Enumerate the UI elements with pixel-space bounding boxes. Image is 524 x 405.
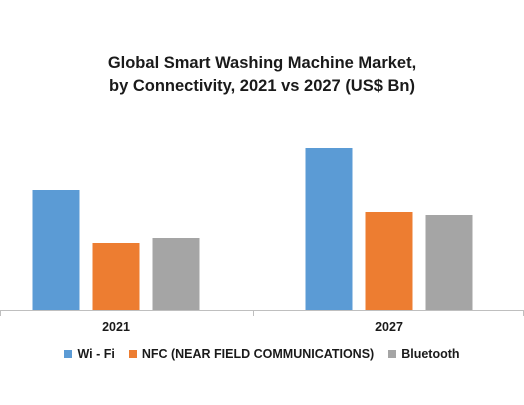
chart-title-line-1: Global Smart Washing Machine Market, <box>107 54 417 72</box>
legend-item-1: NFC (NEAR FIELD COMMUNICATIONS) <box>128 347 375 361</box>
bar-2021-series-0 <box>32 190 80 310</box>
bar-2021-series-2 <box>152 238 200 310</box>
bar-2027-series-2 <box>425 215 473 310</box>
bar-2021-series-1 <box>92 243 140 310</box>
bar-2027-series-0 <box>305 148 353 310</box>
x-tick-label-2021: 2021 <box>102 320 130 334</box>
chart-title: Global Smart Washing Machine Market, by … <box>0 52 524 98</box>
legend-label-1: NFC (NEAR FIELD COMMUNICATIONS) <box>141 347 375 361</box>
legend-item-0: Wi - Fi <box>64 347 115 361</box>
chart-title-line-2: by Connectivity, 2021 vs 2027 (US$ Bn) <box>109 77 415 95</box>
legend-label-2: Bluetooth <box>401 347 460 361</box>
legend-swatch-2 <box>388 350 397 358</box>
legend: Wi - Fi NFC (NEAR FIELD COMMUNICATIONS) Bl… <box>0 347 524 361</box>
x-tick-label-2027: 2027 <box>375 320 403 334</box>
bar-2027-series-1 <box>365 212 413 310</box>
legend-swatch-1 <box>128 350 137 358</box>
legend-item-2: Bluetooth <box>388 347 460 361</box>
legend-label-0: Wi - Fi <box>77 347 115 361</box>
legend-swatch-0 <box>64 350 73 358</box>
